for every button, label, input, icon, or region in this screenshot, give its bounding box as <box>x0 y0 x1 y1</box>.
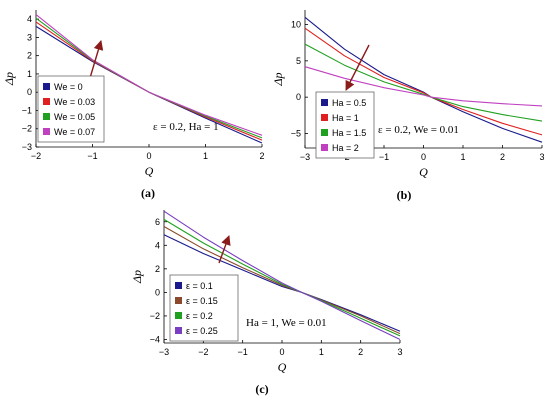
x-tick-label: 2 <box>500 152 505 162</box>
legend-swatch <box>321 144 328 151</box>
x-tick-label: 3 <box>539 152 544 162</box>
trend-arrow <box>345 44 370 91</box>
legend: We = 0 We = 0.03 We = 0.05 We = 0.07 <box>37 75 105 143</box>
legend-swatch <box>321 99 328 106</box>
legend-label: Ha = 0.5 <box>332 98 366 108</box>
x-tick-label: 1 <box>319 347 324 357</box>
legend-swatch <box>43 128 50 135</box>
x-tick-label: −3 <box>300 152 310 162</box>
x-tick-label: 3 <box>397 347 402 357</box>
y-tick-label: −5 <box>291 128 301 138</box>
panel-caption: (c) <box>255 382 268 396</box>
x-tick-label: 0 <box>279 347 284 357</box>
x-tick-label: 1 <box>203 151 208 161</box>
y-tick-label: 3 <box>27 32 32 42</box>
legend-label: Ha = 2 <box>332 143 359 153</box>
y-tick-label: −1 <box>22 105 32 115</box>
parameter-annotation: ε = 0.2, Ha = 1 <box>153 121 219 133</box>
y-tick-label: 4 <box>155 240 160 250</box>
parameter-annotation: Ha = 1, We = 0.01 <box>246 317 327 329</box>
x-tick-label: −1 <box>87 151 97 161</box>
panel-3: −3 −2 −1 0 1 2 3 −4 −2 0 2 4 6 ε = 0.1 ε = 0.15 ε = 0.2… <box>130 210 403 396</box>
y-tick-label: 1 <box>27 69 32 79</box>
legend-label: We = 0.03 <box>54 97 95 107</box>
y-tick-label: −3 <box>22 142 32 152</box>
y-tick-label: 0 <box>155 287 160 297</box>
x-tick-label: 2 <box>259 151 264 161</box>
panel-caption: (b) <box>397 188 412 202</box>
legend-swatch <box>43 113 50 120</box>
legend-swatch <box>175 327 182 334</box>
legend-swatch <box>175 312 182 319</box>
legend-swatch <box>43 98 50 105</box>
legend-label: ε = 0.1 <box>186 281 213 291</box>
y-tick-label: −4 <box>150 334 160 344</box>
series-line-4 <box>35 14 263 136</box>
y-tick-label: −2 <box>22 124 32 134</box>
y-tick-label: 2 <box>27 51 32 61</box>
series-line-4 <box>163 210 401 340</box>
y-tick-label: 2 <box>155 264 160 274</box>
legend-swatch <box>175 282 182 289</box>
legend-swatch <box>175 297 182 304</box>
legend-label: ε = 0.25 <box>186 326 218 336</box>
y-axis-label: Δp <box>130 270 144 284</box>
y-tick-label: 0 <box>296 92 301 102</box>
legend-label: We = 0.07 <box>54 127 95 137</box>
y-tick-label: 4 <box>27 14 32 24</box>
y-tick-label: 10 <box>291 20 301 30</box>
panel-caption: (a) <box>141 186 155 200</box>
series-line-2 <box>304 27 543 136</box>
x-axis-label: Q <box>278 360 287 374</box>
trend-arrow <box>218 235 231 264</box>
legend: ε = 0.1 ε = 0.15 ε = 0.2 ε = 0.25 <box>169 274 239 342</box>
x-tick-label: 1 <box>460 152 465 162</box>
x-tick-label: 0 <box>421 152 426 162</box>
y-tick-label: 0 <box>27 87 32 97</box>
y-axis-label: Δp <box>2 72 16 86</box>
legend-label: ε = 0.15 <box>186 296 218 306</box>
x-tick-label: −3 <box>159 347 169 357</box>
legend-label: We = 0 <box>54 82 83 92</box>
y-tick-label: −2 <box>150 311 160 321</box>
legend-swatch <box>321 114 328 121</box>
legend-label: Ha = 1.5 <box>332 128 366 138</box>
legend-label: ε = 0.2 <box>186 311 213 321</box>
y-tick-label: 6 <box>155 217 160 227</box>
x-tick-label: −1 <box>379 152 389 162</box>
parameter-annotation: ε = 0.2, We = 0.01 <box>378 124 459 136</box>
x-tick-label: 2 <box>358 347 363 357</box>
y-tick-label: 5 <box>296 56 301 66</box>
x-tick-label: −2 <box>31 151 41 161</box>
legend: Ha = 0.5 Ha = 1 Ha = 1.5 Ha = 2 <box>315 91 375 159</box>
x-tick-label: 0 <box>146 151 151 161</box>
series-line-1 <box>163 234 401 332</box>
legend-swatch <box>43 83 50 90</box>
x-tick-label: −1 <box>238 347 248 357</box>
y-axis-label: Δp <box>271 72 285 86</box>
legend-label: We = 0.05 <box>54 112 95 122</box>
x-tick-label: −2 <box>198 347 208 357</box>
legend-label: Ha = 1 <box>332 113 359 123</box>
x-axis-label: Q <box>145 164 154 178</box>
x-axis-label: Q <box>419 165 428 179</box>
legend-swatch <box>321 129 328 136</box>
